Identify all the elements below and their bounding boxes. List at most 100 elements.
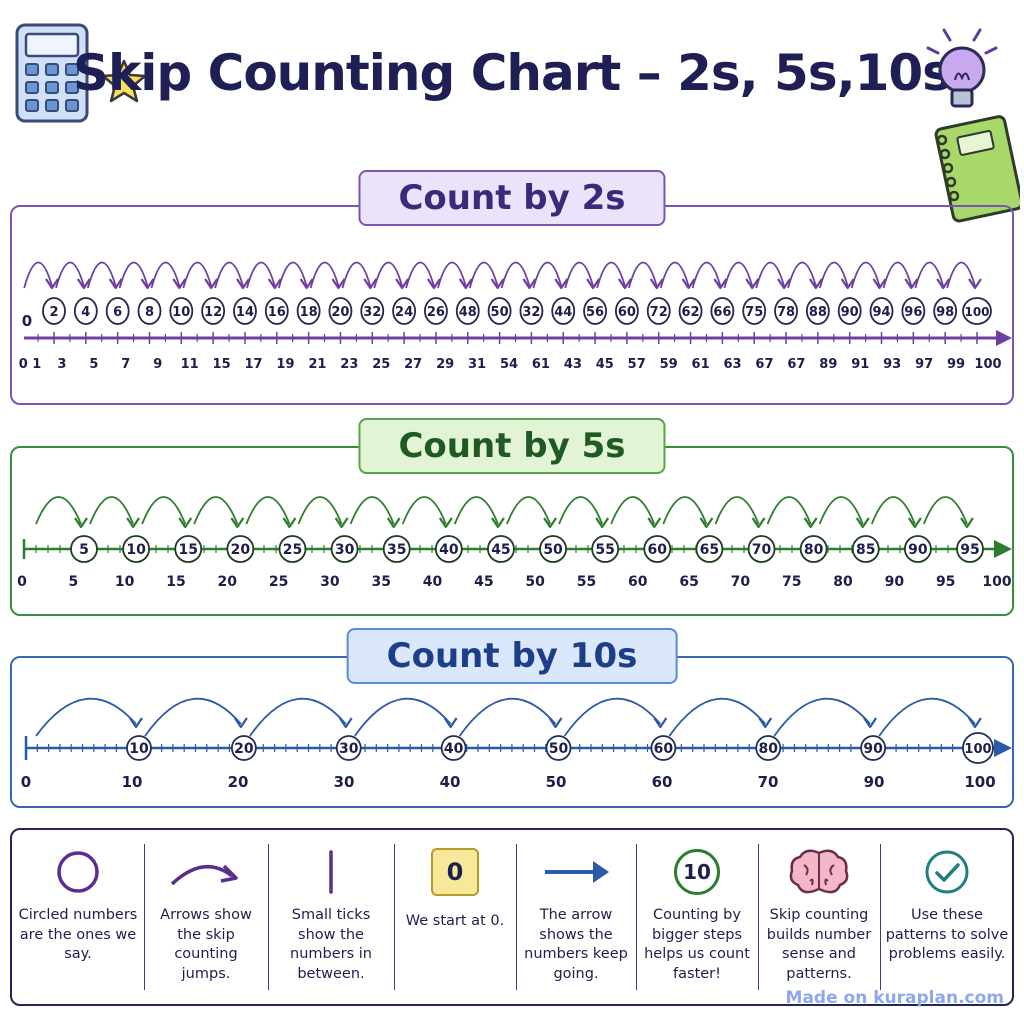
jump-arrowhead	[595, 517, 610, 529]
jump-arrow	[532, 261, 563, 289]
circled-number	[424, 297, 448, 325]
axis-tick-label: 0 1	[19, 357, 42, 372]
circled-number-label: 12	[204, 305, 222, 320]
circled-number-label: 32	[522, 305, 540, 320]
circled-number	[174, 535, 203, 563]
axis-tick-label: 21	[308, 357, 326, 372]
axis-tick-label: 67	[755, 357, 773, 372]
jump-arrowhead	[699, 517, 714, 529]
jump-arrowhead	[490, 278, 505, 290]
circled-number-label: 20	[331, 305, 349, 320]
legend-text: Counting by bigger steps helps us count …	[644, 907, 750, 982]
jump-arrow	[818, 496, 864, 525]
zero-box-icon: 0	[431, 848, 479, 896]
legend-text: We start at 0.	[405, 913, 505, 929]
circled-number-label: 60	[648, 542, 668, 558]
circled-number-label: 20	[231, 542, 251, 558]
axis-tick-label: 10	[122, 773, 143, 791]
circled-number	[382, 535, 411, 563]
jump-arrowhead	[968, 717, 982, 729]
jump-arrowhead	[172, 278, 187, 290]
jump-arrow	[668, 697, 766, 737]
jump-arrow	[401, 496, 447, 525]
axis-tick-label: 15	[166, 574, 185, 590]
jump-arrowhead	[904, 278, 919, 290]
axis-tick-label: 45	[596, 357, 614, 372]
jump-arrow	[246, 261, 276, 289]
jump-arrow	[596, 261, 626, 289]
circled-number	[434, 535, 463, 563]
circled-number-label: 80	[804, 542, 824, 558]
axis-tick-label: 40	[423, 574, 443, 590]
circled-number	[519, 297, 544, 325]
jump-arrowhead	[178, 517, 193, 529]
jump-arrow	[144, 697, 242, 737]
circled-number-label: 16	[268, 305, 286, 320]
jump-arrowhead	[427, 278, 441, 290]
circled-number-label: 50	[543, 542, 563, 558]
circled-number	[962, 732, 994, 764]
circled-number	[360, 297, 385, 325]
jump-arrowhead	[586, 278, 600, 290]
axis-tick-label: 27	[404, 357, 422, 372]
curved-arrow-icon	[170, 864, 238, 886]
jump-arrowhead	[647, 517, 662, 529]
axis-tick-label: 90	[864, 773, 885, 791]
axis-tick-label: 100	[964, 773, 995, 791]
legend-text: Small ticks show the numbers in between.	[290, 907, 372, 982]
jump-arrow	[818, 261, 849, 289]
axis-tick-label: 40	[440, 773, 461, 791]
axis-tick-label: 20	[218, 574, 238, 590]
circled-number-label: 5	[79, 542, 89, 558]
axis-tick-label: 23	[340, 357, 358, 372]
circled-number-label: 2	[49, 305, 58, 320]
jump-arrow	[182, 261, 213, 289]
jump-arrowhead	[777, 278, 791, 290]
axis-tick-label: 80	[833, 574, 853, 590]
legend-item-arrow: The arrow shows the numbers keep going.	[516, 830, 636, 1004]
circled-number	[137, 297, 162, 325]
circled-number	[678, 297, 703, 325]
circled-number-label: 50	[491, 305, 509, 320]
circled-number-label: 50	[549, 741, 569, 757]
circled-number-label: 18	[300, 305, 318, 320]
axis-tick-label: 5	[89, 357, 98, 372]
circled-number	[328, 297, 353, 325]
brain-icon	[789, 849, 849, 894]
axis-tick-label: 61	[692, 357, 710, 372]
jump-arrow	[354, 697, 452, 737]
axis-tick-label: 100	[974, 357, 1001, 372]
jump-arrowhead	[363, 278, 378, 290]
jump-arrowhead	[129, 717, 143, 729]
jump-arrowhead	[140, 278, 155, 290]
axis-tick-label: 54	[500, 357, 518, 372]
jump-arrowhead	[522, 278, 537, 290]
circled-number-label: 25	[283, 542, 302, 558]
jump-arrowhead	[751, 517, 766, 529]
circled-number	[901, 297, 926, 325]
circled-number-label: 66	[713, 305, 731, 320]
legend-item-circle: Circled numbers are the ones we say.	[12, 830, 144, 1004]
circled-number-label: 35	[387, 542, 406, 558]
jump-arrowhead	[617, 278, 632, 290]
jump-arrowhead	[554, 278, 569, 290]
circled-number	[710, 297, 735, 325]
circled-number-label: 100	[964, 305, 989, 319]
axis-tick-label: 35	[371, 574, 390, 590]
jump-arrowhead	[76, 278, 91, 290]
circled-number-label: 40	[439, 542, 459, 558]
jump-arrow	[373, 261, 403, 289]
panel-title-10s: Count by 10s	[346, 628, 678, 684]
jump-arrow	[297, 496, 343, 525]
jump-arrow	[35, 697, 137, 737]
axis-tick-label: 91	[851, 357, 869, 372]
circled-number-label: 32	[363, 305, 381, 320]
legend-item-bigger-steps: 10 Counting by bigger steps helps us cou…	[636, 830, 758, 1004]
jump-arrow	[453, 496, 499, 525]
axis-tick-label: 43	[564, 357, 582, 372]
jump-arrow	[564, 261, 594, 289]
jump-arrowhead	[108, 278, 123, 290]
tick-mark-icon	[329, 850, 333, 894]
circled-number	[487, 297, 512, 325]
axis-tick-label: 30	[334, 773, 355, 791]
